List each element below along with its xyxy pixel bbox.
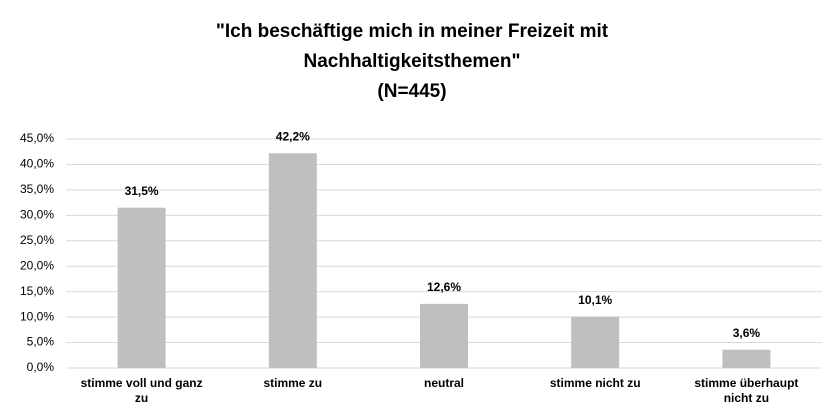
y-tick-label: 5,0% — [27, 335, 55, 349]
y-tick-label: 45,0% — [20, 131, 54, 145]
bar — [722, 349, 771, 368]
y-tick-label: 30,0% — [20, 208, 54, 222]
chart-title: Nachhaltigkeitsthemen" — [303, 51, 520, 72]
value-label: 31,5% — [125, 184, 159, 198]
y-tick-label: 40,0% — [20, 157, 54, 171]
value-label: 3,6% — [733, 326, 761, 340]
bar — [420, 303, 468, 368]
value-label: 12,6% — [427, 280, 461, 294]
bar — [268, 153, 317, 368]
y-tick-label: 20,0% — [20, 258, 54, 272]
bar — [571, 316, 620, 368]
y-tick-label: 0,0% — [27, 360, 55, 374]
y-tick-label: 10,0% — [20, 309, 54, 323]
y-tick-label: 25,0% — [20, 233, 54, 247]
x-tick-label: neutral — [423, 376, 464, 390]
y-tick-label: 35,0% — [20, 182, 54, 196]
x-tick-label: stimme nicht zu — [549, 376, 641, 390]
bar — [117, 207, 166, 368]
x-tick-label: stimme überhaupt nicht zu — [694, 376, 799, 405]
value-label: 42,2% — [276, 129, 310, 143]
chart-title: "Ich beschäftige mich in meiner Freizeit… — [216, 21, 609, 42]
y-tick-label: 15,0% — [20, 284, 54, 298]
x-tick-label: stimme zu — [263, 376, 323, 390]
value-label: 10,1% — [578, 293, 612, 307]
x-tick-label: stimme voll und ganz zu — [80, 376, 203, 405]
chart-title: (N=445) — [377, 81, 446, 102]
